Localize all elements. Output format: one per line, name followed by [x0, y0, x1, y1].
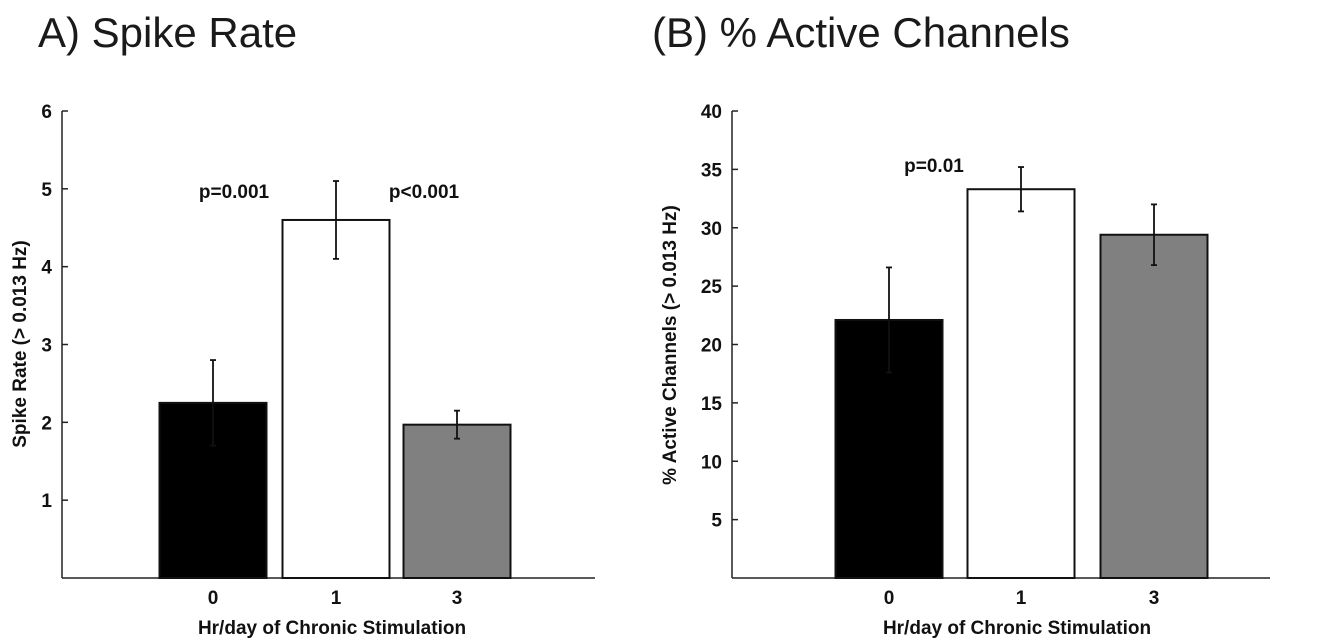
bars [158, 218, 512, 579]
y-tick-label: 5 [711, 511, 722, 532]
x-tick-label: 1 [1016, 588, 1027, 609]
error-bars [210, 180, 460, 447]
y-tick-label: 1 [41, 491, 52, 512]
y-tick-label: 20 [701, 336, 722, 357]
bar-1 [281, 218, 391, 579]
chart-title: (B) % Active Channels [652, 9, 1070, 56]
x-tick-label: 1 [331, 588, 342, 609]
x-tick-label: 3 [452, 588, 463, 609]
bar-3 [1099, 233, 1209, 579]
error-bar-1 [333, 180, 339, 260]
x-tick-label: 0 [208, 588, 219, 609]
y-tick-label: 10 [701, 452, 722, 473]
y-tick-label: 3 [41, 336, 52, 357]
x-tick-label: 3 [1149, 588, 1160, 609]
x-axis-label: Hr/day of Chronic Stimulation [883, 618, 1151, 639]
y-tick-label: 35 [701, 160, 723, 181]
x-axis-label: Hr/day of Chronic Stimulation [198, 618, 466, 639]
y-tick-label: 2 [41, 413, 52, 434]
p-value-annotation: p=0.01 [904, 156, 964, 177]
y-ticks: 1 2 3 4 5 6 [41, 102, 68, 512]
y-tick-label: 4 [41, 258, 52, 279]
y-axis-label: % Active Channels (> 0.013 Hz) [660, 205, 681, 485]
y-tick-label: 5 [41, 180, 52, 201]
bar-3 [402, 423, 512, 579]
error-bars [886, 166, 1157, 374]
x-ticks: 0 1 3 [884, 588, 1160, 609]
y-tick-label: 25 [701, 277, 723, 298]
x-ticks: 0 1 3 [208, 588, 463, 609]
bar-1 [966, 188, 1076, 579]
error-bar-0 [886, 266, 892, 374]
chart-panel-active-channels: (B) % Active Channels 5 10 15 20 25 30 35 40 0 1… [652, 9, 1270, 639]
error-bar-3 [454, 409, 460, 440]
p-value-annotation: p=0.001 [199, 182, 270, 203]
x-tick-label: 0 [884, 588, 895, 609]
error-bar-0 [210, 359, 216, 447]
y-tick-label: 30 [701, 219, 722, 240]
chart-title: A) Spike Rate [38, 9, 297, 56]
bars [834, 188, 1209, 579]
p-value-annotation: p<0.001 [389, 182, 460, 203]
annotations: p=0.001 p<0.001 [199, 182, 460, 203]
y-axis-label: Spike Rate (> 0.013 Hz) [10, 240, 31, 448]
y-tick-label: 6 [41, 102, 52, 123]
annotations: p=0.01 [904, 156, 964, 177]
error-bar-1 [1018, 166, 1024, 213]
y-tick-label: 40 [701, 102, 722, 123]
y-tick-label: 15 [701, 394, 723, 415]
error-bar-3 [1151, 203, 1157, 267]
y-ticks: 5 10 15 20 25 30 35 40 [701, 102, 738, 532]
